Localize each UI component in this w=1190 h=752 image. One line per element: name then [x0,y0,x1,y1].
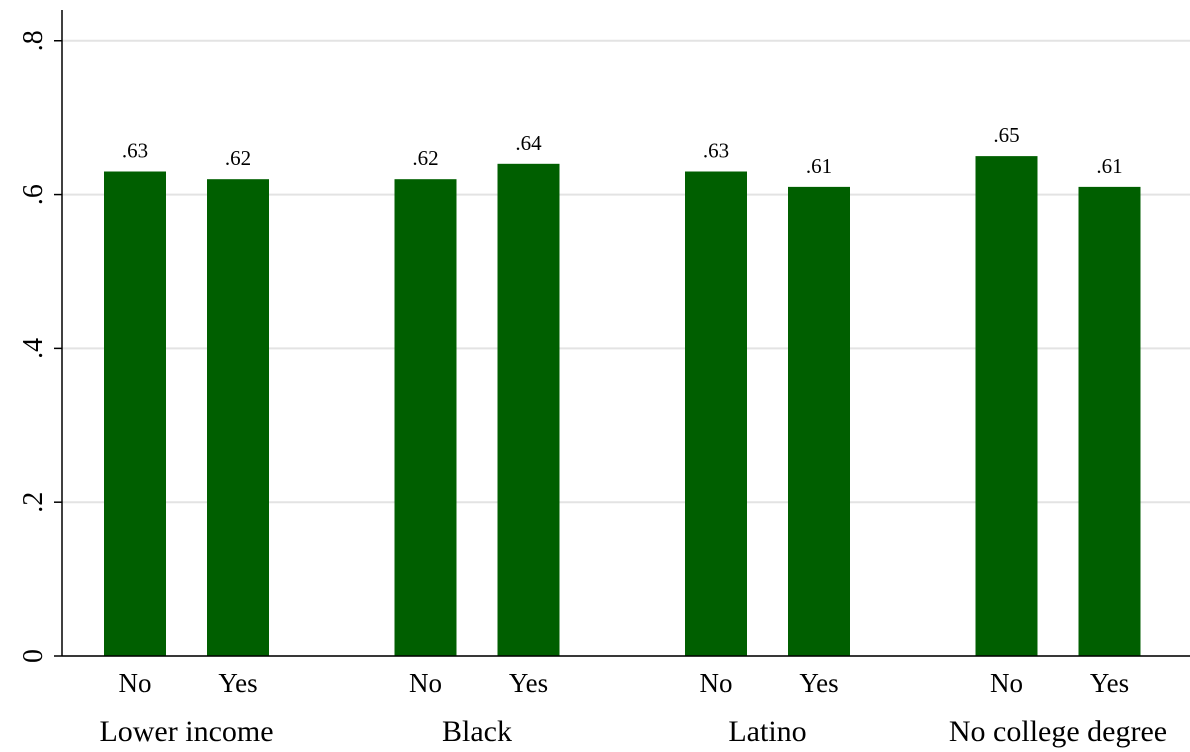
value-label: .61 [1096,154,1122,178]
value-label: .65 [993,123,1019,147]
x-tick-label: Black [442,715,512,748]
x-tick-label: Latino [728,715,806,748]
y-tick-label: 0 [18,649,49,663]
y-tick-label: .4 [18,338,49,359]
y-tick-label: .8 [18,30,49,51]
y-tick-label: .2 [18,492,49,513]
subcategory-label: Yes [509,668,548,698]
bar [497,163,560,657]
value-label: .61 [806,154,832,178]
subcategory-label: Yes [1090,668,1129,698]
subcategory-label: No [990,668,1023,698]
bar [104,171,166,656]
x-tick-label: No college degree [949,715,1167,748]
bar [685,171,747,656]
subcategory-label: No [700,668,733,698]
y-tick-label: .6 [18,184,49,205]
value-label: .64 [515,131,542,155]
subcategory-label: No [119,668,152,698]
bar [1078,186,1141,656]
bar [394,179,457,656]
bar [788,186,850,656]
value-label: .62 [412,146,438,170]
x-tick-label: Lower income [99,715,273,748]
subcategory-label: Yes [218,668,257,698]
value-label: .63 [703,139,729,163]
bar [975,156,1038,656]
subcategory-label: No [409,668,442,698]
value-label: .63 [122,139,148,163]
subcategory-label: Yes [799,668,838,698]
value-label: .62 [225,146,251,170]
bar [207,179,269,656]
